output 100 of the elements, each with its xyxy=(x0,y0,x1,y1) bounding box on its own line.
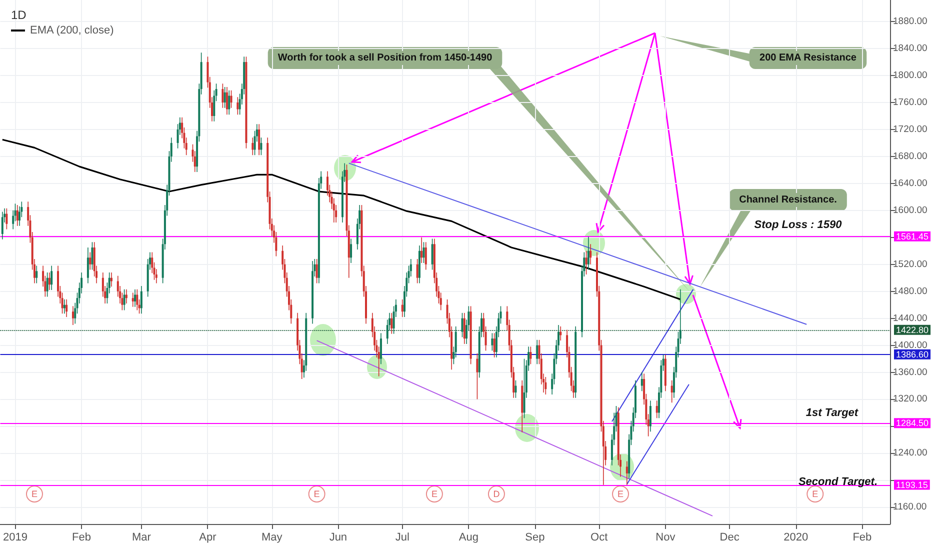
ref-line-label: 1422.80 xyxy=(896,324,929,335)
candlestick xyxy=(476,352,478,400)
annotation: 1st Target xyxy=(806,407,860,419)
candlestick xyxy=(46,272,48,298)
candlestick xyxy=(1,211,4,240)
x-tick-label: 2019 xyxy=(2,532,28,544)
text: 1D xyxy=(11,8,27,22)
legend-label: EMA (200, close) xyxy=(30,24,114,36)
candlestick xyxy=(316,258,318,284)
candlestick xyxy=(226,86,228,116)
candlestick xyxy=(16,204,18,226)
candlestick xyxy=(230,90,232,108)
candlestick xyxy=(536,339,538,365)
candlestick xyxy=(50,265,53,290)
candlestick xyxy=(123,288,126,311)
candlestick xyxy=(493,332,496,358)
candlestick xyxy=(640,372,643,392)
candlestick xyxy=(222,83,224,108)
y-tick-label: 1320.00 xyxy=(893,394,928,405)
candlestick xyxy=(36,265,38,284)
candlestick xyxy=(132,292,134,308)
y-tick-label: 1160.00 xyxy=(893,502,927,513)
y-tick-label: 1520.00 xyxy=(893,258,928,270)
candlestick xyxy=(258,124,260,156)
candlestick xyxy=(420,236,423,264)
candlestick xyxy=(431,238,434,270)
y-tick-label: 1760.00 xyxy=(893,97,928,108)
y-tick-label: 1600.00 xyxy=(893,204,928,216)
candlestick xyxy=(587,236,590,270)
x-tick-label: Jun xyxy=(329,532,348,544)
candlestick xyxy=(401,299,404,318)
ref-line-label: 1561.45 xyxy=(896,231,929,242)
y-tick-label: 1240.00 xyxy=(893,448,928,459)
candlestick xyxy=(18,206,21,226)
candlestick xyxy=(6,208,8,230)
x-tick-label: 2020 xyxy=(784,532,808,544)
candlestick xyxy=(461,312,464,338)
x-tick-label: Dec xyxy=(720,532,740,544)
y-tick-label: 1360.00 xyxy=(893,366,928,378)
candlestick xyxy=(523,358,526,419)
y-tick-label: 1880.00 xyxy=(893,16,928,28)
annotation: 200 EMA Resistance xyxy=(760,52,857,64)
candlestick xyxy=(86,247,89,284)
annotation: Channel Resistance. xyxy=(739,194,838,206)
candlestick xyxy=(140,286,142,314)
x-tick-label: Feb xyxy=(72,532,92,544)
y-tick-label: 1440.00 xyxy=(893,312,928,324)
ref-line-label: 1284.50 xyxy=(896,418,929,428)
candlestick xyxy=(66,299,68,318)
candlestick xyxy=(72,306,74,326)
candlestick xyxy=(91,242,94,270)
candlestick xyxy=(649,400,652,432)
x-tick-label: Jul xyxy=(395,532,410,544)
annotation: Second Target. xyxy=(798,476,878,488)
candlestick xyxy=(350,238,352,264)
candlestick xyxy=(670,380,673,404)
y-tick-label: 1680.00 xyxy=(893,150,928,162)
candlestick xyxy=(390,312,393,334)
ref-line-label: 1386.60 xyxy=(896,349,929,360)
x-tick-label: May xyxy=(262,532,283,544)
candlestick xyxy=(590,244,592,265)
candlestick xyxy=(530,346,532,365)
candlestick xyxy=(224,86,226,108)
annotation: E xyxy=(431,489,438,499)
candlestick xyxy=(252,137,254,156)
annotation: E xyxy=(31,489,38,499)
y-tick-label: 1640.00 xyxy=(893,178,928,189)
y-tick-label: 1400.00 xyxy=(893,340,928,351)
candlestick xyxy=(585,250,588,275)
candlestick xyxy=(422,242,425,264)
candlestick xyxy=(463,312,466,344)
x-tick-label: Sep xyxy=(525,532,545,544)
candlestick xyxy=(380,332,382,365)
y-tick-label: 1720.00 xyxy=(893,124,928,135)
annotation: D xyxy=(493,489,500,499)
candlestick xyxy=(416,258,418,284)
candlestick xyxy=(424,242,427,270)
y-tick-label: 1840.00 xyxy=(893,43,928,54)
candlestick xyxy=(656,400,658,419)
annotation: Stop Loss : 1590 xyxy=(754,219,843,231)
candlestick xyxy=(228,90,230,116)
candlestick xyxy=(514,380,517,398)
candlestick xyxy=(89,252,92,270)
candlestick xyxy=(236,96,239,116)
candlestick xyxy=(626,460,628,486)
candlestick xyxy=(136,288,138,311)
x-tick-label: Aug xyxy=(458,532,478,544)
candlestick xyxy=(544,376,547,395)
y-tick-label: 1800.00 xyxy=(893,70,928,82)
y-tick-label: 1480.00 xyxy=(893,286,928,297)
x-tick-label: Apr xyxy=(199,532,217,544)
annotation: E xyxy=(812,489,818,499)
candlestick xyxy=(48,272,50,290)
x-tick-label: Mar xyxy=(132,532,152,544)
x-tick-label: Nov xyxy=(656,532,676,544)
x-tick-label: Oct xyxy=(590,532,608,544)
candlestick xyxy=(125,288,128,304)
candlestick xyxy=(260,137,262,156)
annotation: Worth for took a sell Position from 1450-1490 xyxy=(278,52,493,64)
annotation: E xyxy=(618,489,624,499)
